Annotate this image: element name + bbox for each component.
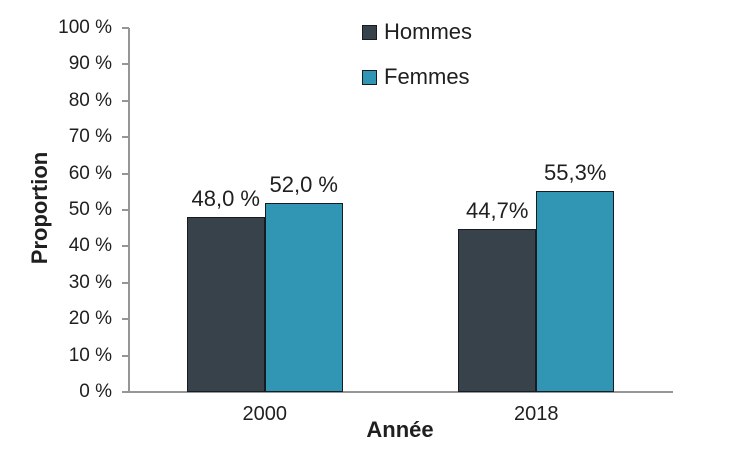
y-tick-mark — [122, 281, 129, 284]
y-tick-label: 30 % — [68, 271, 112, 293]
y-tick-mark — [122, 99, 129, 102]
y-tick-label: 60 % — [68, 162, 112, 184]
bar-value-label: 52,0 % — [269, 171, 339, 197]
y-tick-mark — [122, 354, 129, 357]
x-tick-label-2018: 2018 — [514, 403, 559, 425]
y-tick-label: 40 % — [68, 235, 112, 257]
y-tick-mark — [122, 391, 129, 393]
y-tick-mark — [122, 63, 129, 66]
y-tick-label: 70 % — [68, 126, 112, 148]
y-tick-label: 90 % — [68, 53, 112, 75]
legend-swatch-icon — [362, 24, 377, 40]
y-tick-label: 0 % — [79, 381, 112, 402]
y-tick-mark — [122, 209, 129, 211]
bar-value-label: 48,0 % — [191, 186, 261, 212]
legend-item-femmes: Femmes — [362, 62, 470, 92]
bar-femmes-2000 — [264, 202, 343, 392]
y-tick-label: 10 % — [68, 344, 112, 366]
y-tick-mark — [122, 318, 129, 321]
x-axis-title: Année — [366, 417, 434, 442]
bar-hommes-2000 — [186, 217, 265, 392]
y-tick-label: 20 % — [68, 308, 112, 330]
y-tick-label: 80 % — [68, 89, 112, 111]
bar-value-label: 44,7% — [466, 198, 529, 224]
y-axis-line — [128, 28, 130, 393]
bar-hommes-2018 — [458, 229, 537, 392]
legend-label: Femmes — [384, 64, 470, 89]
x-axis-line — [122, 391, 673, 393]
y-tick-mark — [122, 172, 129, 175]
legend-swatch-icon — [362, 69, 377, 85]
x-tick-label-2000: 2000 — [242, 403, 288, 425]
y-tick-mark — [122, 245, 129, 248]
legend-label: Hommes — [384, 19, 473, 44]
y-tick-mark — [122, 136, 129, 139]
y-tick-label: 50 % — [68, 199, 112, 220]
y-tick-label: 100 % — [58, 17, 112, 38]
bar-value-label: 55,3% — [544, 159, 607, 185]
y-tick-mark — [122, 27, 129, 29]
legend-item-hommes: Hommes — [362, 17, 472, 47]
bar-femmes-2018 — [536, 190, 615, 392]
